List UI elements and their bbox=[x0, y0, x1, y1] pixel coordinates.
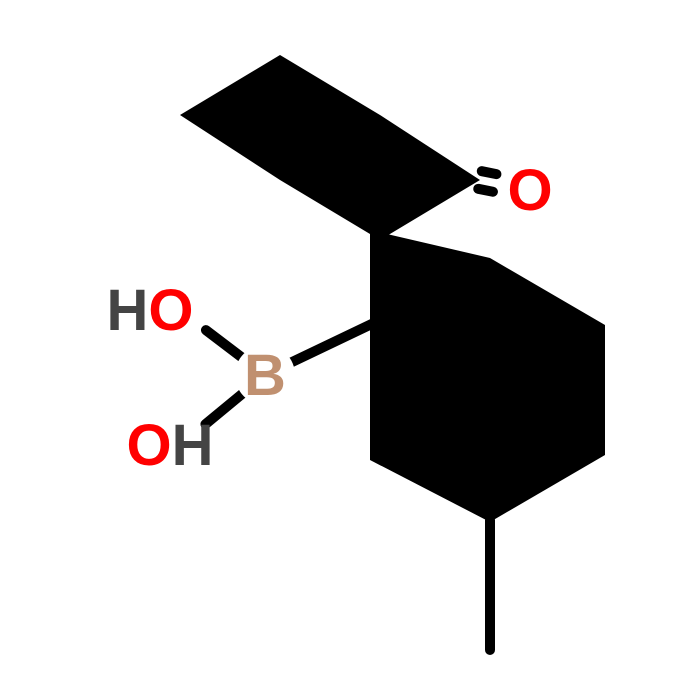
atom-OH-top: HO bbox=[106, 278, 193, 343]
structure-mass bbox=[180, 55, 480, 240]
bond-carbonyl bbox=[478, 189, 493, 192]
atom-OH-bot: OH bbox=[126, 413, 213, 478]
atom-O: O bbox=[507, 158, 552, 223]
atom-B: B bbox=[244, 343, 286, 408]
structure-mass bbox=[370, 230, 605, 522]
bond-B-ring bbox=[288, 320, 380, 364]
bond-B-OH1 bbox=[206, 330, 246, 360]
bond-carbonyl bbox=[482, 171, 497, 174]
